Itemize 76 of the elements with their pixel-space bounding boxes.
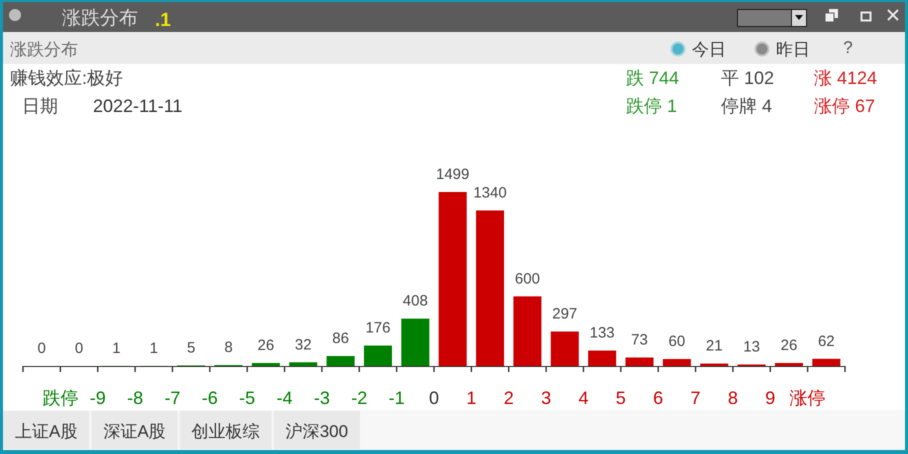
x-tick-label: -1 xyxy=(388,388,405,408)
text: .1 xyxy=(155,10,172,31)
text: 停牌 4 xyxy=(721,96,772,116)
data-label: 1 xyxy=(112,340,121,357)
text: 沪深300 xyxy=(286,422,348,441)
text: 日期 xyxy=(22,96,58,116)
text: 跌 744 xyxy=(626,68,680,88)
data-label: 297 xyxy=(552,306,578,323)
data-label: 1499 xyxy=(436,166,470,183)
bar xyxy=(550,332,579,366)
data-label: 1340 xyxy=(473,184,507,202)
data-label: 0 xyxy=(38,340,46,357)
text: 今日 xyxy=(692,40,726,59)
bar xyxy=(812,358,840,366)
text: 跌停 1 xyxy=(626,96,678,116)
x-tick-label: 涨停 xyxy=(790,388,826,408)
x-tick-label: 2 xyxy=(504,388,514,408)
text: 赚钱效应:极好 xyxy=(10,68,124,88)
bar xyxy=(401,318,430,366)
data-label: 600 xyxy=(514,270,540,288)
bar xyxy=(774,362,803,366)
text: 涨 4124 xyxy=(814,68,878,88)
x-tick-label: 6 xyxy=(653,388,664,408)
data-label: 1 xyxy=(150,340,158,357)
data-label: 133 xyxy=(590,324,615,342)
x-tick-label: 5 xyxy=(616,388,626,408)
x-tick-label: 4 xyxy=(578,388,588,408)
data-label: 26 xyxy=(780,336,798,354)
text: 深证A股 xyxy=(103,422,166,441)
bar xyxy=(513,296,542,366)
data-label: 73 xyxy=(631,332,648,349)
bar xyxy=(625,358,654,366)
x-tick-label: -2 xyxy=(351,388,368,408)
data-label: 62 xyxy=(818,332,835,350)
x-tick-label: 7 xyxy=(690,388,701,408)
data-label: 8 xyxy=(224,339,233,356)
data-label: 176 xyxy=(365,320,390,337)
data-label: 13 xyxy=(743,338,760,356)
data-label: 60 xyxy=(668,333,686,350)
text: 2022-11-11 xyxy=(93,96,182,116)
bar xyxy=(438,192,467,366)
x-tick-label: 1 xyxy=(466,388,476,408)
x-tick-label: 8 xyxy=(728,388,738,408)
x-tick-label: -9 xyxy=(90,388,106,408)
bar xyxy=(662,359,691,366)
data-label: 21 xyxy=(706,338,723,355)
bar xyxy=(252,362,280,366)
x-tick-label: 0 xyxy=(428,388,440,408)
bar xyxy=(326,356,355,366)
x-tick-label: -7 xyxy=(164,388,180,408)
chart-title: 涨跌分布 xyxy=(62,8,138,29)
x-tick-label: -5 xyxy=(239,388,256,408)
bar xyxy=(588,350,616,366)
chart-subtitle: 涨跌分布 xyxy=(10,40,78,59)
data-label: 5 xyxy=(186,339,196,356)
x-tick-label: -3 xyxy=(314,388,330,408)
data-label: 0 xyxy=(74,340,84,357)
x-tick-label: -4 xyxy=(276,388,293,408)
text: 上证A股 xyxy=(15,422,78,441)
x-tick-label: 跌停 xyxy=(42,388,78,408)
data-label: 32 xyxy=(294,336,312,354)
x-tick-label: -6 xyxy=(202,388,218,408)
x-tick-label: -8 xyxy=(127,388,144,408)
text: 创业板综 xyxy=(192,422,260,441)
text: 昨日 xyxy=(776,40,810,59)
bar xyxy=(476,210,504,366)
data-label: 86 xyxy=(332,330,349,348)
bar xyxy=(289,362,318,366)
bar xyxy=(364,346,392,366)
x-tick-label: 3 xyxy=(541,388,552,408)
data-label: 408 xyxy=(402,292,428,310)
x-tick-label: 9 xyxy=(765,388,776,408)
text: ? xyxy=(843,38,853,57)
text: 涨停 67 xyxy=(814,96,876,116)
text: 平 102 xyxy=(721,68,774,88)
data-label: 26 xyxy=(258,336,274,354)
